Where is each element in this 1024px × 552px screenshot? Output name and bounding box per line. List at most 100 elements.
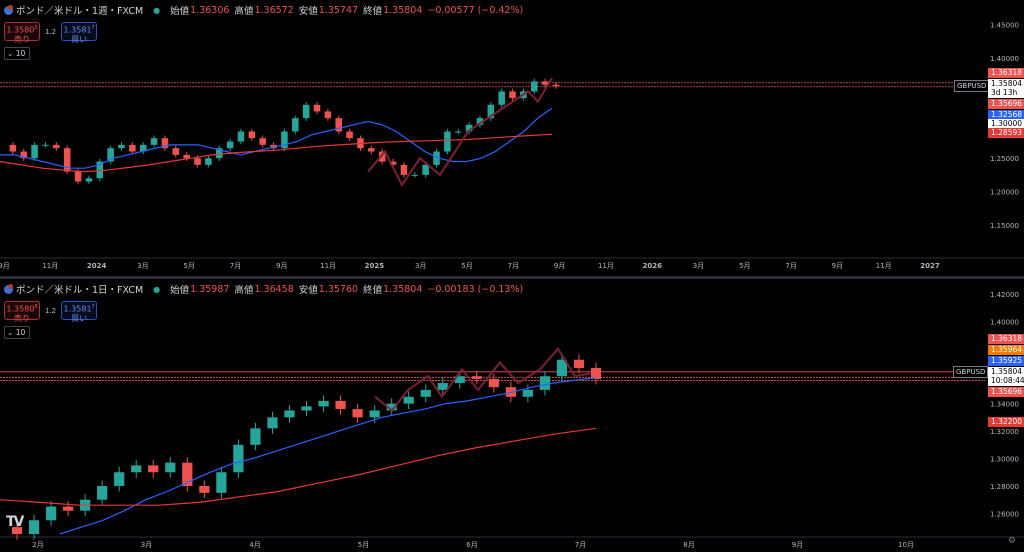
price-tag: 1.32568 bbox=[988, 110, 1024, 120]
candle-body bbox=[420, 389, 431, 397]
price-tag: 1.35696 bbox=[988, 387, 1024, 397]
candle-body bbox=[139, 144, 147, 152]
volume-toggle-label: 10 bbox=[15, 49, 26, 58]
buy-button[interactable]: 1.35817 買い bbox=[61, 301, 98, 323]
close-value: 1.35804 bbox=[383, 4, 423, 16]
candle-body bbox=[9, 144, 17, 152]
x-axis-tick-label: 5月 bbox=[461, 262, 472, 270]
tradingview-logo-icon[interactable]: TV bbox=[6, 514, 24, 530]
candle-body bbox=[250, 428, 261, 445]
y-axis-tick-label: 1.15000 bbox=[990, 222, 1019, 230]
candle-body bbox=[199, 485, 210, 493]
y-axis-tick-label: 1.40000 bbox=[990, 55, 1019, 63]
x-axis-tick-label: 11月 bbox=[876, 262, 892, 270]
y-axis-tick-label: 1.40000 bbox=[990, 318, 1019, 326]
daily-legend: ポンド／米ドル・1日・FXCM ● 始値 1.35987 高値 1.36458 安値… bbox=[4, 282, 528, 296]
x-axis-tick-label: 9月 bbox=[0, 262, 10, 270]
price-tag: 1.36318 bbox=[988, 68, 1024, 78]
daily-symbol-tag: GBPUSD bbox=[953, 366, 989, 378]
x-axis-tick-label: 3月 bbox=[141, 541, 152, 549]
candle-body bbox=[386, 403, 397, 411]
sell-label: 売り bbox=[14, 34, 30, 44]
sell-button[interactable]: 1.35808 売り bbox=[4, 301, 40, 323]
volume-toggle[interactable]: ⌄ 10 bbox=[4, 326, 30, 339]
pane-divider[interactable] bbox=[0, 276, 1024, 279]
candle-body bbox=[465, 124, 473, 132]
candle-body bbox=[63, 506, 74, 511]
candle-body bbox=[42, 144, 49, 146]
y-axis-tick-label: 1.25000 bbox=[990, 155, 1019, 163]
candle-body bbox=[182, 462, 193, 486]
candle-body bbox=[148, 465, 159, 473]
buy-button[interactable]: 1.35817 買い bbox=[61, 22, 98, 44]
candle-body bbox=[531, 81, 538, 92]
change-value: −0.00183 (−0.13%) bbox=[427, 283, 524, 295]
x-axis-tick-label: 2月 bbox=[32, 541, 43, 549]
candle-body bbox=[590, 367, 602, 379]
candle-body bbox=[422, 164, 429, 175]
candle-body bbox=[433, 151, 440, 165]
weekly-chart-pane[interactable]: 1.450001.400001.350001.300001.250001.200… bbox=[0, 0, 1024, 277]
candle-body bbox=[172, 148, 180, 155]
volume-toggle-label: 10 bbox=[15, 328, 26, 337]
x-axis-tick-label: 3月 bbox=[693, 262, 704, 270]
buy-label: 買い bbox=[71, 34, 88, 44]
open-value: 1.35987 bbox=[190, 283, 230, 295]
daily-symbol-title[interactable]: ポンド／米ドル・1日・FXCM bbox=[16, 285, 144, 296]
x-axis-tick-label: 5月 bbox=[358, 541, 369, 549]
candle-body bbox=[11, 527, 23, 534]
candle-body bbox=[31, 144, 38, 159]
open-key: 始値 bbox=[170, 285, 190, 296]
candle-body bbox=[498, 91, 505, 105]
moving-average-fast bbox=[0, 107, 553, 169]
open-value: 1.36306 bbox=[190, 4, 230, 16]
high-value: 1.36572 bbox=[254, 4, 294, 16]
daily-chart-pane[interactable]: 1.420001.400001.380001.360001.340001.320… bbox=[0, 279, 1024, 552]
x-axis-tick-label: 9月 bbox=[792, 541, 803, 549]
candle-body bbox=[313, 104, 321, 112]
weekly-legend: ポンド／米ドル・1週・FXCM ● 始値 1.36306 高値 1.36572 安値… bbox=[4, 3, 528, 17]
sell-button[interactable]: 1.35805 売り bbox=[4, 22, 40, 44]
daily-chart-canvas[interactable]: 1.420001.400001.380001.360001.340001.320… bbox=[0, 279, 1024, 552]
zigzag-overlay bbox=[367, 77, 553, 188]
candle-body bbox=[487, 104, 495, 119]
low-key: 安値 bbox=[298, 6, 318, 17]
candle-body bbox=[215, 148, 223, 159]
candle-body bbox=[284, 410, 295, 418]
buy-price-pip: 7 bbox=[91, 304, 95, 310]
x-axis-tick-label: 6月 bbox=[466, 541, 477, 549]
spread-value: 1.2 bbox=[45, 306, 57, 315]
candle-body bbox=[335, 400, 346, 410]
price-tag: 1.28593 bbox=[988, 128, 1024, 138]
candle-body bbox=[85, 178, 93, 182]
x-axis-tick-label: 7月 bbox=[230, 262, 241, 270]
weekly-symbol-title[interactable]: ポンド／米ドル・1週・FXCM bbox=[16, 6, 144, 17]
high-key: 高値 bbox=[234, 285, 254, 296]
low-key: 安値 bbox=[298, 285, 318, 296]
candle-body bbox=[522, 389, 533, 397]
x-axis-tick-label: 2026 bbox=[642, 262, 662, 270]
price-tag: 10:08:44 bbox=[988, 376, 1024, 386]
buy-label: 買い bbox=[71, 313, 88, 323]
x-axis-tick-label: 9月 bbox=[554, 262, 565, 270]
candle-body bbox=[476, 118, 484, 125]
x-axis-tick-label: 3月 bbox=[137, 262, 148, 270]
settings-gear-icon[interactable]: ⚙ bbox=[1007, 536, 1016, 546]
volume-toggle[interactable]: ⌄ 10 bbox=[4, 47, 30, 60]
candle-body bbox=[233, 444, 244, 473]
candle-body bbox=[281, 131, 288, 149]
market-open-dot-icon: ● bbox=[153, 284, 161, 294]
spread-value: 1.2 bbox=[45, 27, 57, 36]
candle-body bbox=[541, 81, 549, 85]
y-axis-tick-label: 1.28000 bbox=[990, 483, 1019, 491]
y-axis-tick-label: 1.34000 bbox=[990, 401, 1019, 409]
price-tag: 1.35964 bbox=[988, 345, 1024, 355]
candle-body bbox=[368, 148, 375, 152]
candle-body bbox=[107, 148, 114, 162]
weekly-chart-canvas[interactable]: 1.450001.400001.350001.300001.250001.200… bbox=[0, 0, 1024, 277]
x-axis-tick-label: 11月 bbox=[320, 262, 336, 270]
x-axis-tick-label: 9月 bbox=[276, 262, 287, 270]
price-tag: 1.36318 bbox=[988, 334, 1024, 344]
low-value: 1.35760 bbox=[318, 283, 359, 295]
x-axis-tick-label: 2025 bbox=[365, 262, 385, 270]
